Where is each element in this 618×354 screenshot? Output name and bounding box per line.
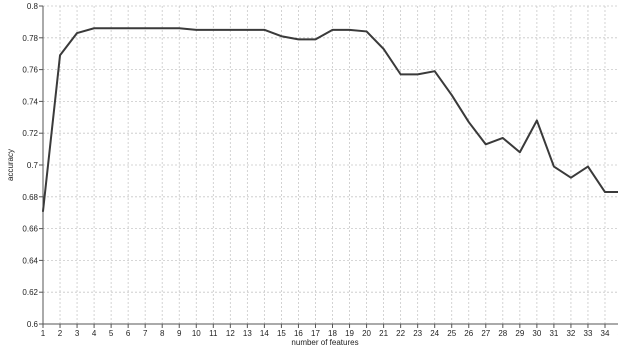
data-point (366, 30, 368, 32)
x-tick-label: 10 (192, 329, 201, 338)
data-point (178, 27, 180, 29)
y-tick-label: 0.76 (22, 66, 38, 75)
x-tick-label: 11 (209, 329, 218, 338)
y-tick-label: 0.74 (22, 97, 38, 106)
x-tick-label: 29 (515, 329, 524, 338)
axes (39, 6, 618, 328)
x-tick-label: 8 (160, 329, 165, 338)
x-tick-label: 15 (277, 329, 286, 338)
data-point (195, 29, 197, 31)
x-tick-label: 20 (362, 329, 371, 338)
data-point (314, 38, 316, 40)
data-point (42, 210, 44, 212)
data-point (383, 48, 385, 50)
y-axis-title: accuracy (6, 149, 15, 181)
x-tick-label: 22 (396, 329, 405, 338)
x-tick-label: 9 (177, 329, 182, 338)
data-point (434, 70, 436, 72)
x-tick-label: 2 (58, 329, 63, 338)
x-tick-label: 13 (243, 329, 252, 338)
x-tick-label: 28 (498, 329, 507, 338)
data-point (332, 29, 334, 31)
x-axis-title: number of features (291, 338, 358, 347)
x-tick-label: 32 (566, 329, 575, 338)
x-tick-label: 12 (226, 329, 235, 338)
x-tick-label: 23 (413, 329, 422, 338)
data-point (519, 151, 521, 153)
x-tick-label: 31 (549, 329, 558, 338)
data-point (161, 27, 163, 29)
x-tick-label: 25 (447, 329, 456, 338)
x-tick-label: 30 (532, 329, 541, 338)
data-point (297, 38, 299, 40)
data-point (110, 27, 112, 29)
x-tick-label: 16 (294, 329, 303, 338)
x-tick-label: 27 (481, 329, 490, 338)
data-point (76, 32, 78, 34)
data-point (451, 94, 453, 96)
x-tick-label: 26 (464, 329, 473, 338)
y-tick-label: 0.8 (27, 2, 39, 11)
x-tick-label: 18 (328, 329, 337, 338)
data-point (468, 121, 470, 123)
data-point (553, 166, 555, 168)
y-tick-labels: 0.6 0.62 0.64 0.66 0.68 0.7 0.72 0.74 0.76 0.78 0.… (22, 2, 38, 329)
x-tick-label: 34 (601, 329, 610, 338)
data-point (59, 54, 61, 56)
y-tick-label: 0.64 (22, 256, 38, 265)
y-tick-label: 0.66 (22, 225, 38, 234)
y-tick-label: 0.6 (27, 320, 39, 329)
data-point (212, 29, 214, 31)
data-point (246, 29, 248, 31)
data-point (144, 27, 146, 29)
x-tick-label: 33 (584, 329, 593, 338)
data-point (604, 191, 606, 193)
x-tick-label: 21 (379, 329, 388, 338)
data-point (502, 137, 504, 139)
x-tick-label: 24 (430, 329, 439, 338)
x-tick-label: 7 (143, 329, 148, 338)
data-point (485, 143, 487, 145)
data-point (536, 119, 538, 121)
x-tick-label: 6 (126, 329, 131, 338)
data-point (587, 166, 589, 168)
x-tick-label: 3 (75, 329, 80, 338)
x-tick-label: 19 (345, 329, 354, 338)
data-point (417, 73, 419, 75)
data-point (93, 27, 95, 29)
data-point (349, 29, 351, 31)
grid (43, 6, 618, 324)
data-point (280, 35, 282, 37)
y-tick-label: 0.78 (22, 34, 38, 43)
data-point (570, 177, 572, 179)
x-tick-label: 14 (260, 329, 269, 338)
data-point (263, 29, 265, 31)
y-tick-label: 0.68 (22, 193, 38, 202)
data-point (127, 27, 129, 29)
y-tick-label: 0.62 (22, 288, 38, 297)
x-tick-label: 1 (41, 329, 46, 338)
x-tick-label: 5 (109, 329, 114, 338)
y-tick-label: 0.7 (27, 161, 39, 170)
x-tick-label: 4 (92, 329, 97, 338)
x-tick-label: 17 (311, 329, 320, 338)
y-tick-label: 0.72 (22, 129, 38, 138)
data-point (400, 73, 402, 75)
data-point (229, 29, 231, 31)
series-line-0 (43, 28, 618, 211)
